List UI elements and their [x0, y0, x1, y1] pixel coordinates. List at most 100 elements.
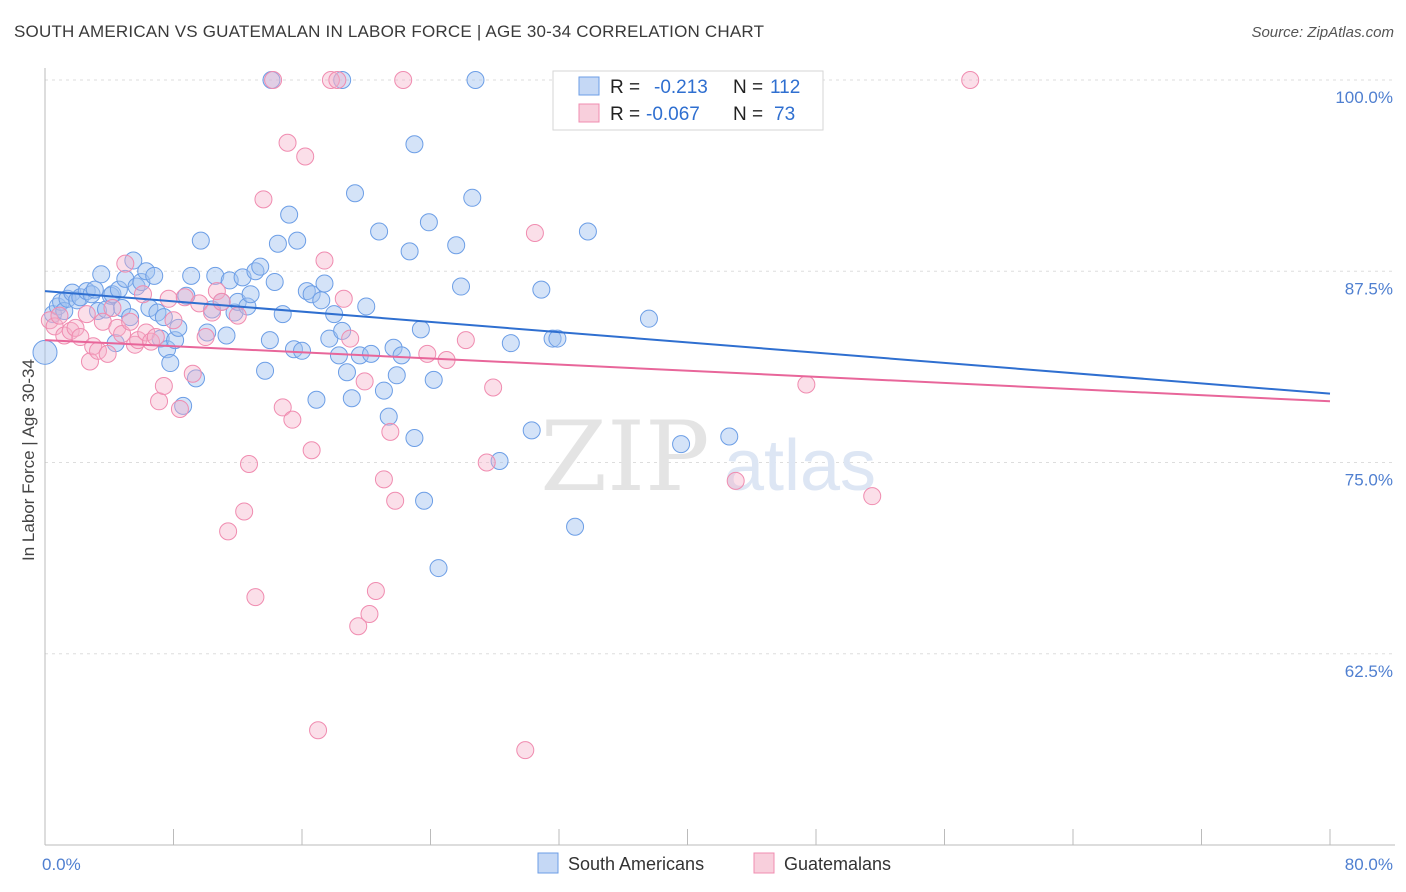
- guatemalans-point-7: [77, 305, 96, 324]
- guatemalans-point-36: [219, 522, 238, 541]
- south-americans-point-60: [288, 231, 307, 250]
- guatemalans-point-26: [159, 289, 178, 308]
- guatemalans-point-58: [374, 470, 393, 489]
- guatemalans-point-24: [150, 392, 169, 411]
- guatemalans-point-37: [228, 306, 247, 325]
- south-americans-point-50: [241, 285, 260, 304]
- guatemalans-point-72: [477, 453, 496, 472]
- south-americans-point-28: [148, 303, 167, 322]
- south-americans-trend-line: [44, 290, 1331, 395]
- south-americans-point-64: [307, 390, 326, 409]
- guatemalans-point-67: [525, 224, 544, 242]
- south-americans-point-42: [206, 266, 225, 285]
- legend-r-label-2: R =: [610, 104, 640, 125]
- south-americans-point-5: [58, 289, 77, 308]
- south-americans-point-69: [329, 346, 348, 365]
- south-americans-point-58: [280, 205, 299, 224]
- guatemalans-point-65: [484, 378, 503, 397]
- south-americans-point-37: [182, 266, 201, 285]
- guatemalans-point-34: [207, 282, 226, 301]
- guatemalans-point-4: [61, 321, 80, 340]
- guatemalans-point-61: [394, 71, 413, 89]
- south-americans-point-32: [161, 354, 180, 373]
- guatemalans-point-48: [309, 721, 328, 740]
- legend-r-value-1: -0.213: [654, 77, 708, 98]
- guatemalans-point-56: [360, 604, 379, 623]
- guatemalans-point-16: [116, 254, 135, 273]
- source-label: Source: ZipAtlas.com: [1251, 24, 1394, 41]
- south-americans-points: [32, 71, 739, 578]
- guatemalans-point-70: [863, 487, 882, 506]
- y-tick-label-1: 75.0%: [1345, 471, 1393, 490]
- guatemalans-point-42: [264, 71, 283, 89]
- south-americans-point-76: [362, 344, 381, 363]
- legend-r-label-1: R =: [610, 77, 640, 98]
- south-americans-point-81: [387, 366, 406, 385]
- guatemalans-point-39: [239, 455, 258, 474]
- south-americans-point-87: [419, 213, 438, 232]
- guatemalans-point-44: [278, 133, 297, 152]
- south-americans-point-105: [405, 135, 424, 154]
- guatemalans-point-13: [103, 298, 122, 317]
- south-americans-point-21: [121, 308, 140, 327]
- x-tick-label-min: 0.0%: [42, 855, 81, 874]
- south-americans-point-39: [191, 231, 210, 250]
- south-americans-point-53: [256, 361, 275, 380]
- guatemalans-point-2: [50, 306, 69, 325]
- south-americans-point-61: [293, 341, 311, 360]
- legend-swatch-guatemalans: [578, 103, 600, 123]
- south-americans-point-101: [578, 222, 597, 241]
- south-americans-point-13: [92, 265, 111, 284]
- bottom-legend-swatch-guatemalans: [753, 852, 775, 874]
- south-americans-point-91: [452, 277, 471, 296]
- y-tick-label-3: 100.0%: [1335, 88, 1393, 107]
- south-americans-point-75: [357, 297, 376, 316]
- guatemalans-point-69: [797, 375, 816, 394]
- south-americans-point-85: [411, 320, 430, 339]
- legend-r-value-2: -0.067: [646, 104, 700, 125]
- south-americans-point-56: [268, 234, 287, 253]
- south-americans-point-96: [522, 421, 541, 440]
- south-americans-point-65: [312, 291, 331, 310]
- guatemalans-point-45: [283, 410, 302, 429]
- stats-legend: R = -0.213 N = 112 R = -0.067 N = 73: [552, 70, 824, 131]
- legend-swatch-south-americans: [578, 76, 600, 96]
- south-americans-point-103: [672, 435, 691, 454]
- guatemalans-point-47: [302, 441, 321, 460]
- guatemalans-point-62: [418, 344, 437, 363]
- guatemalans-point-5: [66, 318, 85, 337]
- south-americans-point-95: [501, 334, 520, 353]
- south-americans-point-52: [251, 257, 270, 276]
- guatemalans-point-53: [341, 329, 360, 348]
- guatemalans-point-30: [183, 364, 202, 383]
- axes: [44, 68, 1395, 846]
- watermark: ZIP atlas: [540, 401, 876, 513]
- south-americans-point-73: [346, 184, 365, 203]
- south-americans-point-90: [447, 236, 466, 255]
- guatemalans-point-68: [726, 471, 745, 490]
- guatemalans-point-43: [273, 398, 292, 417]
- guatemalans-point-46: [296, 147, 315, 166]
- south-americans-point-27: [145, 266, 164, 285]
- south-americans-point-94: [490, 451, 509, 470]
- trend-lines: [44, 290, 1331, 403]
- guatemalans-point-50: [321, 71, 340, 89]
- legend-n-value-1: 112: [770, 77, 800, 98]
- y-axis-label: In Labor Force | Age 30-34: [19, 359, 38, 561]
- bottom-legend-swatch-south-americans: [537, 852, 559, 874]
- south-americans-point-102: [639, 309, 658, 328]
- south-americans-point-92: [463, 188, 482, 207]
- x-tick-label-max: 80.0%: [1345, 855, 1393, 874]
- south-americans-point-98: [543, 329, 562, 348]
- chart-title: SOUTH AMERICAN VS GUATEMALAN IN LABOR FO…: [14, 22, 765, 41]
- south-americans-point-57: [273, 305, 292, 324]
- guatemalans-point-59: [381, 422, 400, 441]
- south-americans-point-16: [103, 285, 122, 304]
- guatemalans-point-21: [137, 323, 156, 342]
- guatemalans-point-17: [121, 312, 140, 331]
- watermark-atlas: atlas: [724, 426, 876, 506]
- legend-n-value-2: 73: [774, 104, 795, 125]
- y-tick-label-2: 87.5%: [1345, 279, 1393, 298]
- grid-lines: [45, 79, 1395, 655]
